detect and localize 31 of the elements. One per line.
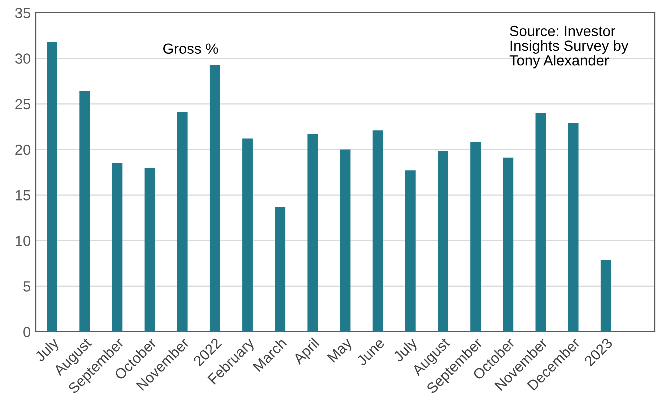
x-tick-label: July (392, 336, 420, 365)
y-tick-label: 20 (16, 144, 31, 156)
bar (112, 163, 123, 332)
bar (600, 260, 612, 332)
bar (177, 112, 188, 332)
bar (242, 138, 253, 332)
bar (144, 168, 156, 332)
bar (503, 158, 514, 332)
bar (308, 134, 318, 332)
y-tick-label: 5 (24, 282, 31, 292)
y-tick-label: 30 (15, 54, 31, 64)
x-tick-label: July (34, 336, 62, 365)
bar (470, 142, 482, 332)
y-tick-label: 35 (15, 8, 31, 18)
bar (536, 113, 546, 332)
bar (47, 42, 58, 332)
annotation: Source: Investor Insights Survey by Tony Alexander (510, 26, 629, 69)
bar (438, 152, 448, 332)
y-tick-label: 10 (16, 236, 31, 246)
bar (372, 130, 384, 332)
bar (340, 150, 351, 332)
y-tick-label: 25 (16, 99, 31, 110)
bar (80, 91, 90, 332)
bar (210, 64, 220, 332)
bar (405, 170, 416, 332)
bar (275, 207, 286, 332)
bar (568, 123, 579, 332)
y-tick-label: 15 (16, 190, 31, 201)
y-tick-label: 0 (24, 327, 31, 338)
x-tick-label: May (327, 337, 356, 366)
annotation: Gross % (164, 44, 218, 54)
